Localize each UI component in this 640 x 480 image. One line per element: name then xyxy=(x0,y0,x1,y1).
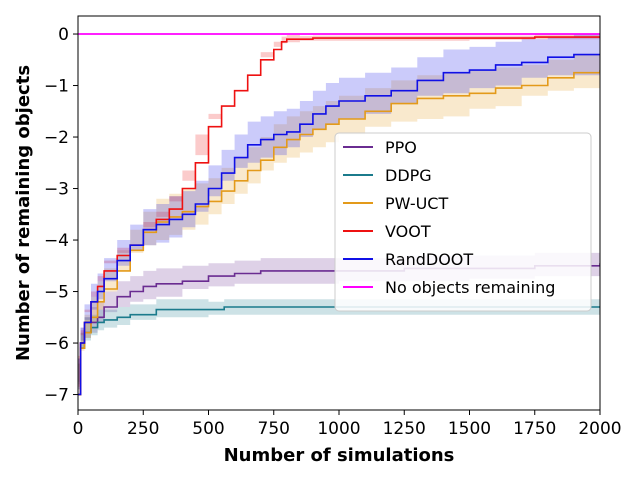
legend-box xyxy=(334,132,592,312)
legend-label: PW-UCT xyxy=(385,194,448,213)
x-tick-label: 250 xyxy=(127,419,159,439)
y-tick-label: −7 xyxy=(44,386,69,406)
y-tick-label: 0 xyxy=(58,25,69,45)
series-line-voot xyxy=(78,36,600,396)
x-axis-title: Number of simulations xyxy=(224,445,455,466)
x-tick-label: 750 xyxy=(258,419,290,439)
x-tick-label: 1750 xyxy=(513,419,556,439)
legend-label: No objects remaining xyxy=(385,278,555,297)
y-axis: 0 −1 −2 −3 −4 −5 −6 −7 xyxy=(44,25,78,406)
y-tick-label: −5 xyxy=(44,283,69,303)
legend-label: DDPG xyxy=(385,166,432,185)
legend-label: RandDOOT xyxy=(385,250,473,269)
legend: PPO DDPG PW-UCT VOOT RandDOOT No objects rema… xyxy=(334,132,592,312)
y-tick-label: −4 xyxy=(44,231,69,251)
y-tick-label: −1 xyxy=(44,77,69,97)
x-tick-label: 1000 xyxy=(317,419,360,439)
y-tick-label: −6 xyxy=(44,334,69,354)
series-line-randdoot xyxy=(78,53,600,396)
series-line-ddpg xyxy=(78,306,600,396)
y-axis-title: Number of remaining objects xyxy=(13,65,34,361)
x-axis: 0 250 500 750 1000 1250 1500 1750 2000 xyxy=(73,410,622,439)
legend-label: VOOT xyxy=(385,222,431,241)
legend-label: PPO xyxy=(385,138,417,157)
x-tick-label: 500 xyxy=(192,419,224,439)
x-tick-label: 0 xyxy=(73,419,84,439)
series-line-pw-uct xyxy=(78,70,600,396)
y-tick-label: −3 xyxy=(44,180,69,200)
x-tick-label: 1500 xyxy=(448,419,491,439)
x-tick-label: 1250 xyxy=(383,419,426,439)
y-tick-label: −2 xyxy=(44,128,69,148)
x-tick-label: 2000 xyxy=(578,419,621,439)
